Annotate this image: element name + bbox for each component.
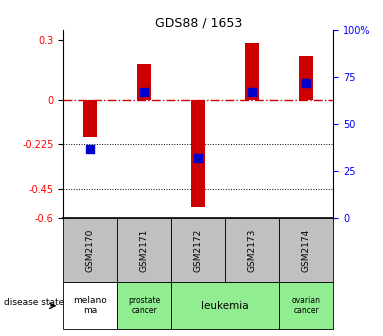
- Text: GSM2172: GSM2172: [194, 229, 203, 272]
- Bar: [63, 218, 117, 282]
- Bar: [300, 56, 313, 99]
- Text: GSM2173: GSM2173: [248, 228, 257, 272]
- Bar: [225, 218, 279, 282]
- Point: [195, 156, 201, 161]
- Bar: [279, 282, 333, 329]
- Bar: [117, 218, 171, 282]
- Bar: [246, 43, 259, 99]
- Text: leukemia: leukemia: [201, 301, 249, 311]
- Text: ovarian
cancer: ovarian cancer: [292, 296, 321, 316]
- Text: GSM2174: GSM2174: [302, 229, 311, 272]
- Text: melano
ma: melano ma: [73, 296, 107, 316]
- Point: [249, 90, 255, 95]
- Bar: [279, 218, 333, 282]
- Bar: [83, 99, 97, 137]
- Bar: [137, 64, 151, 99]
- Text: prostate
cancer: prostate cancer: [128, 296, 160, 316]
- Point: [87, 146, 93, 152]
- Bar: [171, 218, 225, 282]
- Bar: [117, 282, 171, 329]
- Bar: [192, 99, 205, 207]
- Text: disease state: disease state: [4, 298, 64, 307]
- Point: [303, 80, 309, 86]
- Bar: [171, 282, 279, 329]
- Point: [141, 90, 147, 95]
- Text: GSM2170: GSM2170: [86, 228, 95, 272]
- Text: GSM2171: GSM2171: [140, 228, 149, 272]
- Bar: [63, 282, 117, 329]
- Title: GDS88 / 1653: GDS88 / 1653: [155, 16, 242, 29]
